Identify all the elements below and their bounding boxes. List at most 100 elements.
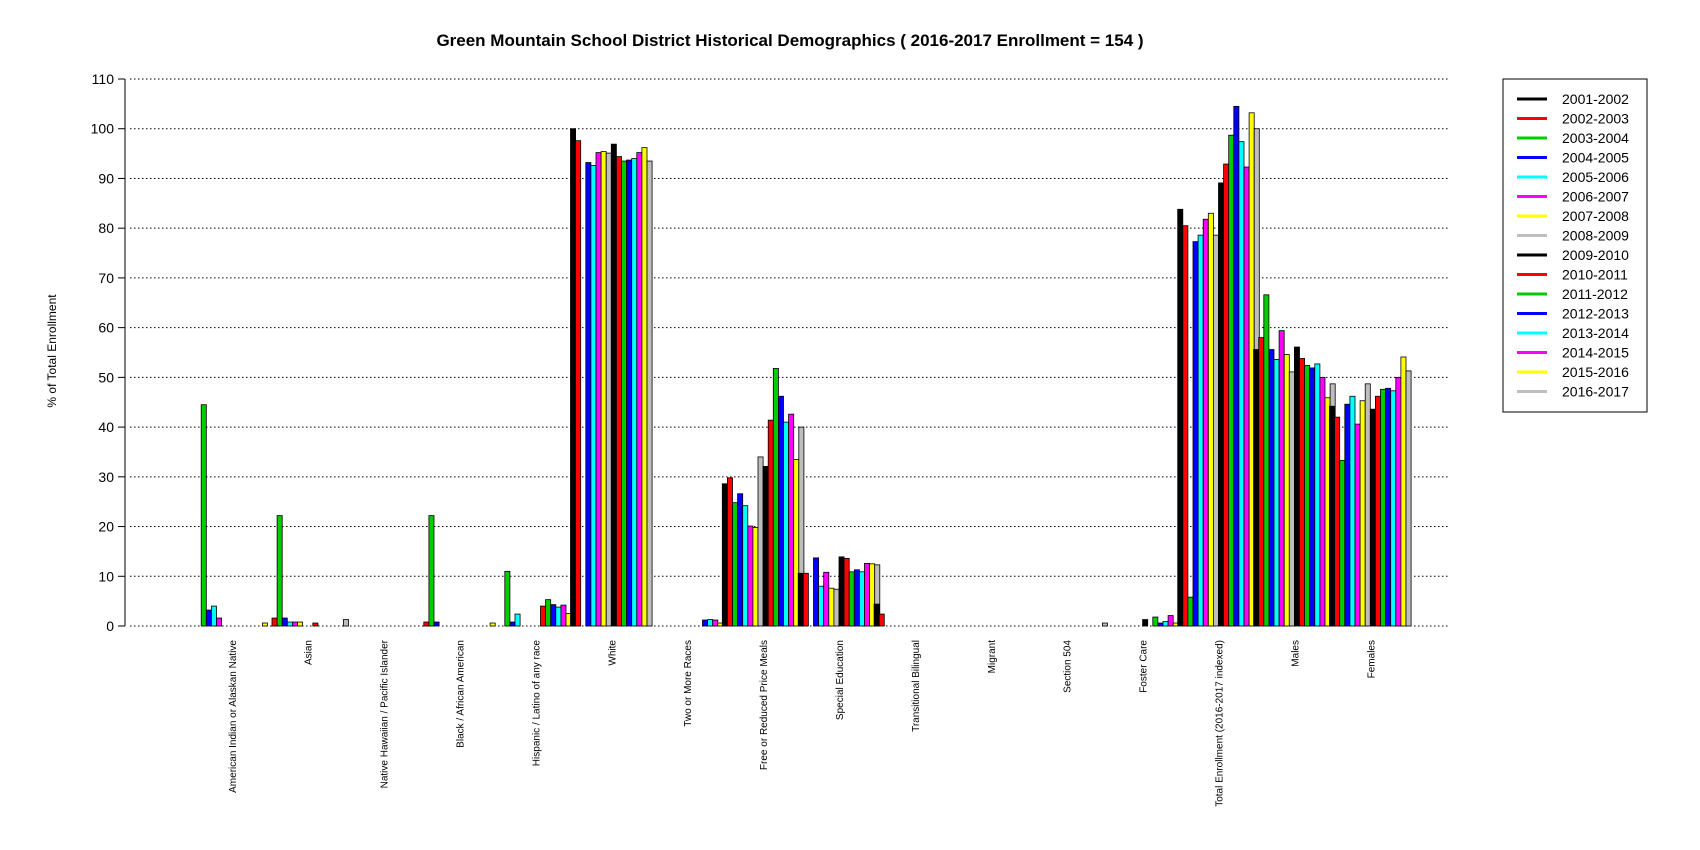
bar (276, 515, 283, 627)
legend-label: 2010-2011 (1562, 267, 1628, 283)
bar (641, 147, 648, 627)
bar (1223, 163, 1230, 627)
bar (545, 599, 552, 627)
y-axis-ticks: 0 10 20 30 40 50 60 70 80 90 100 110 (91, 71, 126, 634)
x-tick-label: Two or More Races (683, 640, 694, 727)
bar (707, 619, 714, 627)
bar (1192, 241, 1199, 627)
x-tick-label: Section 504 (1063, 640, 1074, 693)
bar (1339, 460, 1346, 627)
legend-label: 2009-2010 (1562, 247, 1629, 263)
bar (721, 483, 728, 627)
y-tick-label: 90 (98, 170, 114, 186)
bar (1202, 218, 1209, 627)
y-tick-label: 30 (98, 469, 114, 485)
y-tick-label: 50 (98, 369, 114, 385)
x-tick-label: Native Hawaiian / Pacific Islander (380, 639, 391, 788)
bar (797, 572, 804, 627)
legend-label: 2006-2007 (1562, 189, 1629, 205)
bar (737, 493, 744, 627)
bar (828, 587, 835, 627)
bar (1390, 390, 1397, 627)
bar (610, 143, 617, 627)
bar (1187, 596, 1194, 627)
legend-label: 2008-2009 (1562, 228, 1629, 244)
bar (767, 419, 774, 627)
y-tick-label: 0 (106, 618, 114, 634)
bar (631, 158, 638, 627)
chart-title: Green Mountain School District Historica… (436, 31, 1143, 50)
bar (1102, 622, 1108, 627)
bar (550, 604, 557, 627)
bar (1354, 423, 1361, 627)
bar (433, 621, 440, 627)
bar (428, 515, 435, 627)
bar (1233, 105, 1240, 627)
bar (712, 619, 719, 627)
y-tick-label: 110 (92, 71, 115, 87)
x-tick-label: Migrant (987, 640, 998, 674)
bar (1142, 619, 1149, 627)
bar (848, 571, 855, 627)
bar (216, 617, 222, 627)
bar (742, 505, 749, 627)
bar (1309, 367, 1316, 627)
bars (200, 105, 1412, 627)
y-tick-label: 100 (91, 121, 115, 137)
x-tick-label: Total Enrollment (2016-2017 indexed) (1215, 640, 1226, 807)
bar (727, 477, 733, 627)
bar (1294, 346, 1300, 627)
x-tick-label: Special Education (835, 640, 846, 720)
legend-label: 2002-2003 (1562, 111, 1629, 127)
bar (1400, 356, 1407, 627)
bar (605, 152, 612, 627)
bar (1364, 383, 1371, 627)
y-tick-label: 70 (98, 270, 114, 286)
bar (772, 368, 779, 627)
legend-label: 2013-2014 (1562, 325, 1629, 341)
bar (1385, 387, 1392, 627)
bar (423, 621, 430, 627)
bar (1380, 388, 1386, 627)
bar (504, 570, 511, 627)
bar (1197, 234, 1204, 627)
bar (747, 525, 754, 627)
bar (200, 404, 207, 627)
y-tick-label: 80 (98, 220, 114, 236)
bar (878, 613, 885, 627)
legend-label: 2011-2012 (1562, 286, 1628, 302)
bar (1258, 337, 1265, 627)
x-axis-ticks: American Indian or Alaskan Native Asian Na… (228, 639, 1378, 806)
bar (585, 162, 592, 627)
bar (859, 571, 865, 627)
bar (1228, 134, 1235, 627)
x-tick-label: American Indian or Alaskan Native (228, 640, 239, 793)
bar (509, 621, 516, 627)
bar (1152, 616, 1159, 627)
bar (595, 152, 602, 627)
bar (600, 151, 607, 627)
bar (514, 613, 521, 627)
bar (1288, 371, 1295, 627)
bar (555, 606, 562, 627)
legend-label: 2015-2016 (1562, 364, 1629, 380)
bar (1243, 166, 1250, 627)
bar (1375, 395, 1381, 627)
bar (818, 585, 825, 627)
bar (626, 159, 633, 627)
legend-label: 2012-2013 (1562, 306, 1629, 322)
bar (210, 605, 217, 627)
bar (540, 605, 546, 627)
x-tick-label: Transitional Bilingual (911, 640, 922, 732)
bar (853, 569, 860, 627)
x-tick-label: Foster Care (1139, 640, 1150, 693)
bar (297, 621, 303, 627)
bar (1369, 408, 1376, 627)
legend-label: 2014-2015 (1562, 345, 1629, 361)
bar (1278, 330, 1285, 627)
bar (1213, 234, 1219, 627)
bar (312, 622, 319, 627)
legend-label: 2007-2008 (1562, 208, 1629, 224)
y-tick-label: 40 (98, 419, 114, 435)
bar (802, 572, 809, 627)
